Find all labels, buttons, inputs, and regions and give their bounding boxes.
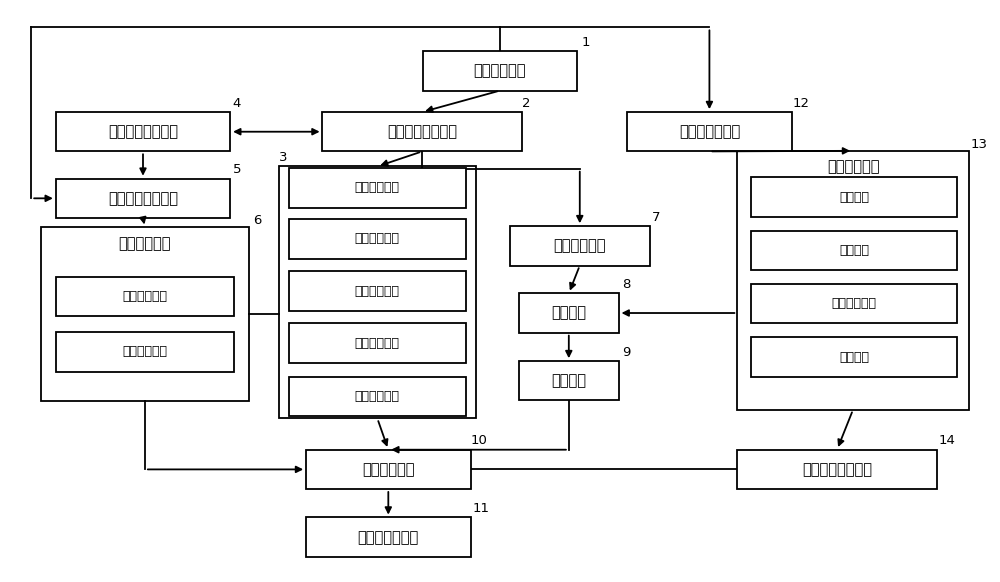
Bar	[519, 361, 619, 400]
Bar	[56, 277, 234, 317]
Text: 信息校正模块: 信息校正模块	[122, 290, 167, 303]
Bar	[751, 338, 957, 377]
Text: 出行建议模块: 出行建议模块	[355, 390, 400, 403]
Text: 用户信息校对模块: 用户信息校对模块	[108, 191, 178, 206]
Bar	[289, 168, 466, 208]
Text: 2: 2	[522, 97, 530, 109]
Text: 信誉等级数据库: 信誉等级数据库	[358, 530, 419, 545]
Text: 地铁查询模块: 地铁查询模块	[355, 285, 400, 297]
Text: 14: 14	[939, 434, 956, 448]
Text: 报警模块: 报警模块	[551, 306, 586, 321]
Bar	[751, 230, 957, 270]
Bar	[306, 450, 471, 489]
Text: 10: 10	[470, 434, 487, 448]
Text: 信息交换模块: 信息交换模块	[827, 159, 879, 175]
Text: 9: 9	[622, 346, 630, 359]
Text: 12: 12	[792, 97, 809, 109]
Text: 定位模块: 定位模块	[551, 373, 586, 388]
Text: 4: 4	[233, 97, 241, 109]
Text: 11: 11	[472, 502, 489, 515]
Bar	[751, 178, 957, 217]
Bar	[322, 112, 522, 151]
Text: 城市公共网络库: 城市公共网络库	[679, 124, 740, 139]
Text: 错误信息上报模块: 错误信息上报模块	[108, 124, 178, 139]
Text: 数据匹配模块: 数据匹配模块	[832, 297, 877, 310]
Bar	[737, 151, 969, 410]
Text: 13: 13	[971, 138, 988, 151]
Text: 公共网络平台: 公共网络平台	[474, 63, 526, 79]
Bar	[423, 51, 577, 91]
Text: 信誉评级模块: 信誉评级模块	[362, 462, 415, 477]
Text: 5: 5	[233, 164, 241, 176]
Text: 身份验证模块: 身份验证模块	[554, 238, 606, 253]
Text: 身份信息验证平台: 身份信息验证平台	[387, 124, 457, 139]
Bar	[289, 271, 466, 311]
Bar	[519, 293, 619, 333]
Bar	[289, 324, 466, 363]
Bar	[41, 228, 249, 401]
Text: 交友模块: 交友模块	[839, 191, 869, 204]
Bar	[56, 179, 230, 218]
Bar	[56, 112, 230, 151]
Text: 7: 7	[652, 211, 660, 224]
Bar	[306, 517, 471, 557]
Bar	[279, 166, 476, 418]
Text: 公交查询模块: 公交查询模块	[355, 232, 400, 246]
Text: 路况查询模块: 路况查询模块	[355, 336, 400, 350]
Bar	[56, 332, 234, 371]
Text: 6: 6	[253, 214, 261, 228]
Bar	[751, 284, 957, 324]
Text: 推荐模块: 推荐模块	[839, 350, 869, 364]
Bar	[289, 219, 466, 258]
Text: 1: 1	[582, 36, 590, 49]
Bar	[289, 377, 466, 416]
Text: 信息检测评定模块: 信息检测评定模块	[802, 462, 872, 477]
Text: 发帖模块: 发帖模块	[839, 244, 869, 257]
Text: 误报处理模块: 误报处理模块	[122, 345, 167, 359]
Text: 用户查询模块: 用户查询模块	[355, 182, 400, 194]
Bar	[510, 226, 650, 265]
Text: 8: 8	[622, 278, 630, 291]
Text: 3: 3	[279, 151, 287, 164]
Text: 信息处理模块: 信息处理模块	[119, 236, 171, 251]
Bar	[627, 112, 792, 151]
Bar	[737, 450, 937, 489]
